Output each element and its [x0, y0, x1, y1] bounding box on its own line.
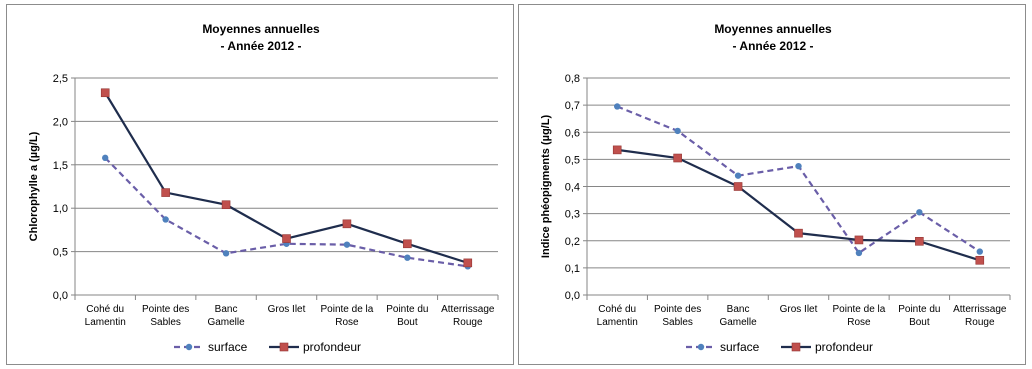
- data-point-surface: [162, 216, 169, 223]
- x-tick-label: Atterrissage: [441, 304, 495, 315]
- y-tick-label: 0,2: [565, 236, 580, 248]
- y-tick-label: 0,0: [565, 290, 580, 302]
- x-tick-label: Gamelle: [207, 317, 245, 328]
- legend-marker-profondeur: [791, 342, 801, 352]
- data-point-surface: [343, 241, 351, 248]
- x-tick-label: Sables: [662, 317, 693, 328]
- y-tick-label: 0,6: [565, 127, 580, 139]
- data-point-surface: [976, 248, 983, 255]
- y-tick-label: 0,3: [565, 209, 580, 221]
- y-tick-label: 0,1: [565, 263, 580, 275]
- legend-label-surface: surface: [208, 340, 248, 354]
- x-tick-label: Rouge: [965, 317, 995, 328]
- x-tick-label: Rouge: [453, 317, 483, 328]
- data-point-profondeur: [733, 182, 743, 191]
- x-tick-label: Bout: [909, 317, 930, 328]
- data-point-surface: [734, 172, 742, 179]
- legend-marker-surface: [185, 343, 193, 351]
- x-tick-label: Rose: [335, 317, 359, 328]
- y-tick-label: 0,5: [53, 247, 68, 259]
- legend-label-surface: surface: [720, 340, 760, 354]
- x-tick-label: Sables: [150, 317, 181, 328]
- y-tick-label: 0,7: [565, 100, 580, 112]
- chart-svg: Moyennes annuelles - Année 2012 - 0,0 0,5 1,…: [28, 22, 499, 354]
- data-point-profondeur: [403, 239, 412, 249]
- data-point-surface: [102, 154, 109, 162]
- chart-title: Moyennes annuelles: [714, 22, 832, 36]
- legend-marker-surface: [697, 343, 705, 351]
- x-tick-label: Rose: [847, 317, 871, 328]
- x-tick-label: Pointe des: [142, 304, 189, 315]
- data-point-surface: [916, 209, 923, 216]
- y-axis-label: Indice phéopigments (µg/L): [540, 115, 552, 259]
- data-point-profondeur: [915, 236, 924, 246]
- x-tick-label: Cohé du: [86, 304, 124, 315]
- x-tick-label: Gros Ilet: [780, 304, 818, 315]
- chart-panel-chlorophylle: Moyennes annuelles - Année 2012 - 0,0 0,5 1,…: [6, 4, 514, 365]
- data-point-profondeur: [673, 153, 682, 163]
- data-point-profondeur: [342, 219, 352, 229]
- data-point-profondeur: [221, 200, 231, 210]
- data-point-surface: [404, 254, 411, 261]
- data-point-profondeur: [100, 88, 110, 98]
- data-point-surface: [614, 103, 621, 110]
- data-point-profondeur: [282, 234, 291, 243]
- y-tick-label: 0,0: [53, 290, 68, 302]
- data-point-profondeur: [794, 228, 803, 238]
- y-tick-label: 2,5: [53, 73, 68, 85]
- series-line-surface: [104, 157, 468, 268]
- data-point-surface: [674, 127, 681, 135]
- legend-marker-profondeur: [279, 342, 289, 352]
- x-tick-label: Atterrissage: [953, 304, 1007, 315]
- data-point-profondeur: [975, 255, 985, 265]
- x-tick-label: Gros Ilet: [268, 304, 306, 315]
- data-point-surface: [795, 162, 802, 170]
- chart-panel-pheopigments: Moyennes annuelles - Année 2012 - 0,0 0,1 0,…: [518, 4, 1026, 365]
- y-tick-label: 1,0: [53, 203, 68, 215]
- chart-svg: Moyennes annuelles - Année 2012 - 0,0 0,1 0,…: [540, 22, 1011, 354]
- data-point-profondeur: [463, 258, 473, 268]
- y-tick-label: 0,8: [565, 73, 580, 85]
- data-point-surface: [855, 249, 863, 257]
- legend-label-profondeur: profondeur: [303, 340, 361, 354]
- chart-title: Moyennes annuelles: [202, 22, 320, 36]
- y-tick-label: 0,4: [565, 182, 580, 194]
- y-tick-label: 1,5: [53, 160, 68, 172]
- chart-subtitle: - Année 2012 -: [221, 39, 302, 53]
- x-tick-label: Banc: [215, 304, 238, 315]
- x-tick-label: Gamelle: [719, 317, 757, 328]
- data-point-profondeur: [612, 145, 622, 155]
- y-tick-label: 2,0: [53, 116, 68, 128]
- legend-label-profondeur: profondeur: [815, 340, 873, 354]
- y-axis-label: Chlorophylle a (µg/L): [28, 131, 40, 241]
- x-tick-label: Lamentin: [597, 317, 638, 328]
- x-tick-label: Pointe du: [898, 304, 940, 315]
- x-tick-label: Pointe du: [386, 304, 428, 315]
- x-tick-label: Banc: [727, 304, 750, 315]
- x-tick-label: Cohé du: [598, 304, 636, 315]
- data-point-profondeur: [161, 188, 170, 197]
- x-tick-label: Lamentin: [85, 317, 126, 328]
- data-point-surface: [222, 250, 230, 257]
- data-point-profondeur: [854, 235, 864, 245]
- chart-subtitle: - Année 2012 -: [733, 39, 814, 53]
- x-tick-label: Bout: [397, 317, 418, 328]
- y-tick-label: 0,5: [565, 154, 580, 166]
- x-tick-label: Pointe des: [654, 304, 701, 315]
- x-tick-label: Pointe de la: [833, 304, 886, 315]
- x-tick-label: Pointe de la: [321, 304, 374, 315]
